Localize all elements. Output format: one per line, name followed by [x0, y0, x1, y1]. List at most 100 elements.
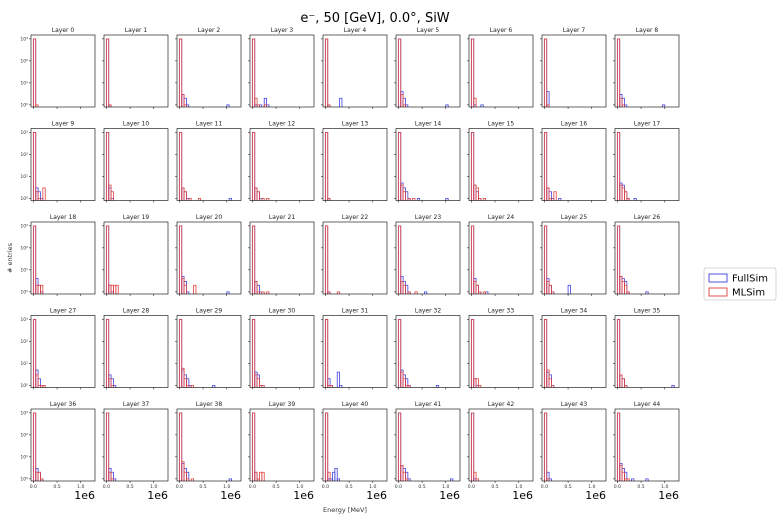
- panel-frame: [395, 128, 461, 201]
- mlsim-bar: [336, 291, 340, 294]
- legend-box: [703, 267, 777, 301]
- y-tick-label: 10⁰: [20, 289, 28, 295]
- legend-label: FullSim: [732, 274, 768, 285]
- panel: Layer 7: [540, 27, 607, 109]
- panel-title: Layer 31: [342, 308, 368, 315]
- mlsim-bar: [473, 97, 477, 107]
- fullsim-bar: [450, 478, 454, 481]
- panel-frame: [395, 221, 461, 295]
- mlsim-bar: [548, 378, 552, 388]
- mlsim-bar: [181, 93, 185, 107]
- mlsim-bar: [105, 318, 110, 388]
- x-multiplier: 1e6: [512, 489, 533, 502]
- panel-title: Layer 19: [123, 214, 149, 221]
- mlsim-bar: [37, 471, 41, 481]
- mlsim-bar: [105, 412, 110, 481]
- mlsim-bar: [482, 291, 486, 294]
- panel-frame: [614, 408, 680, 482]
- mlsim-bar: [110, 384, 114, 388]
- panel: Layer 28: [102, 308, 169, 390]
- mlsim-bar: [482, 197, 486, 201]
- mlsim-bar: [470, 318, 475, 388]
- mlsim-bar: [251, 38, 256, 107]
- panel-frame: [468, 221, 534, 295]
- panel-title: Layer 38: [196, 401, 222, 408]
- fullsim-bar: [567, 284, 571, 294]
- panel-title: Layer 27: [50, 308, 76, 315]
- y-tick-label: 10⁰: [20, 383, 28, 389]
- fullsim-bar: [435, 384, 440, 388]
- x-multiplier: 1e6: [366, 489, 387, 502]
- panel-title: Layer 23: [415, 214, 441, 221]
- mlsim-bar: [470, 38, 475, 107]
- panel-frame: [322, 128, 388, 201]
- panel: Layer 6: [467, 27, 534, 109]
- mlsim-bar: [475, 378, 479, 388]
- x-tick-label: 1.0: [588, 484, 595, 490]
- mlsim-bar: [35, 374, 39, 388]
- mlsim-bar: [181, 367, 185, 388]
- panel: Layer 20: [175, 214, 242, 296]
- panel: Layer 2: [175, 27, 242, 109]
- panel-frame: [468, 315, 534, 388]
- fullsim-bar: [645, 478, 649, 481]
- panel: Layer 23: [394, 214, 461, 296]
- panel-title: Layer 33: [488, 308, 514, 315]
- y-axis-label: # entries: [6, 242, 14, 273]
- mlsim-bar: [108, 471, 112, 481]
- y-tick-label: 10¹: [20, 454, 28, 460]
- y-tick-label: 10²: [20, 58, 28, 64]
- mlsim-bar: [266, 291, 270, 294]
- mlsim-bar: [32, 225, 37, 294]
- panel-title: Layer 13: [342, 121, 368, 128]
- mlsim-bar: [473, 471, 477, 481]
- mlsim-bar: [624, 284, 628, 294]
- panel: Layer 19: [102, 214, 169, 296]
- mlsim-bar: [327, 104, 331, 107]
- mlsim-bar: [329, 384, 333, 388]
- mlsim-bar: [256, 104, 260, 107]
- fullsim-bar: [645, 291, 649, 294]
- mlsim-bar: [616, 225, 621, 294]
- panel-frame: [541, 315, 607, 388]
- panel-title: Layer 5: [417, 27, 440, 34]
- x-axis-label: Energy [MeV]: [323, 506, 367, 514]
- mlsim-bar: [397, 131, 402, 201]
- y-tick-label: 10³: [20, 130, 28, 136]
- mlsim-bar: [624, 384, 628, 388]
- mlsim-bar: [551, 384, 555, 388]
- fullsim-bar: [416, 197, 421, 201]
- mlsim-bar: [190, 384, 194, 388]
- mlsim-bar: [256, 291, 260, 294]
- x-tick-label: 0.5: [126, 484, 133, 490]
- mlsim-bar: [475, 187, 479, 201]
- fullsim-bar: [339, 384, 343, 388]
- panel-title: Layer 0: [52, 27, 75, 34]
- panel-title: Layer 26: [634, 214, 660, 221]
- mlsim-bar: [254, 471, 258, 481]
- fullsim-bar: [212, 384, 216, 388]
- panel-frame: [176, 128, 242, 201]
- y-tick-label: 10²: [20, 339, 28, 345]
- x-multiplier: 1e6: [74, 489, 95, 502]
- mlsim-bar: [616, 412, 621, 481]
- y-tick-label: 10³: [20, 36, 28, 42]
- panel-frame: [103, 34, 169, 108]
- panel: Layer 22: [321, 214, 388, 296]
- panel-title: Layer 36: [50, 401, 76, 408]
- panel-frame: [614, 221, 680, 295]
- panel-title: Layer 10: [123, 121, 149, 128]
- mlsim-bar: [626, 291, 630, 294]
- panel-title: Layer 7: [563, 27, 586, 34]
- panel-title: Layer 32: [415, 308, 441, 315]
- mlsim-bar: [251, 131, 256, 201]
- y-tick-label: 10²: [20, 432, 28, 438]
- mlsim-bar: [327, 197, 331, 201]
- mlsim-bar: [478, 291, 482, 294]
- mlsim-bar: [616, 318, 621, 388]
- mlsim-bar: [543, 131, 548, 201]
- mlsim-bar: [624, 191, 628, 201]
